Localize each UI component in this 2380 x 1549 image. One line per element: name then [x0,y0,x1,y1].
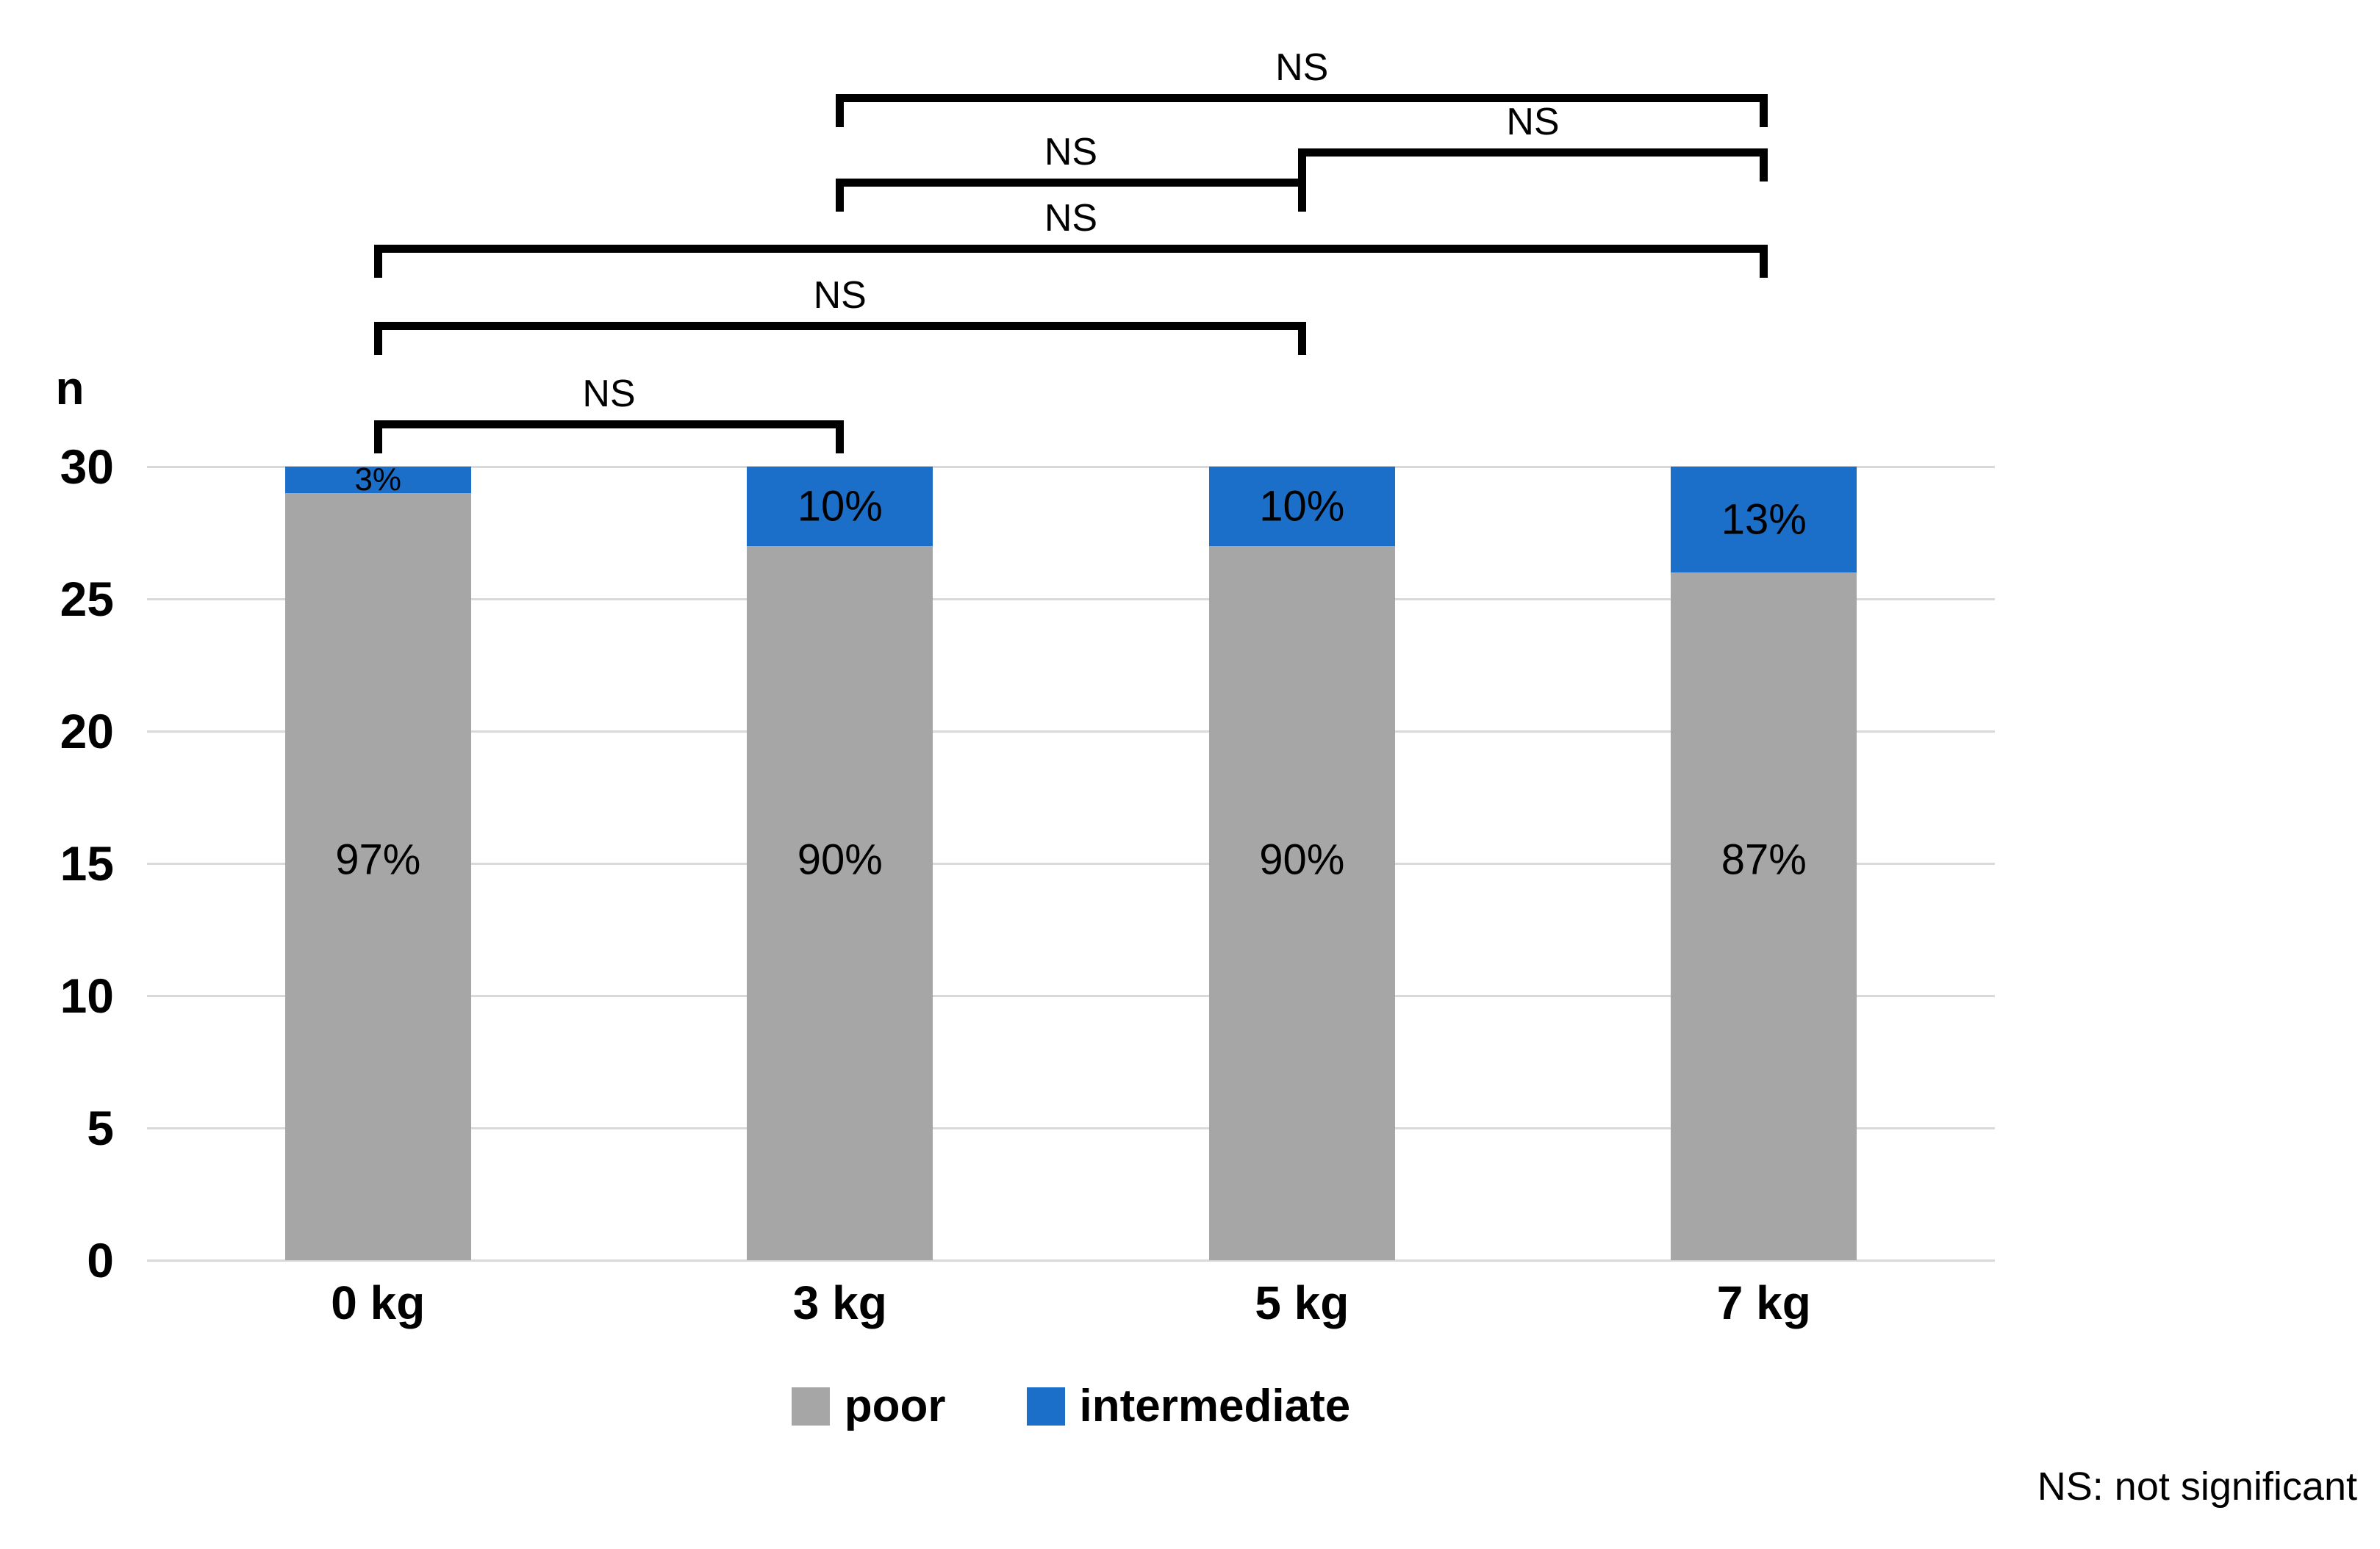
bracket-5kg-7kg [1297,148,1768,182]
bracket-label-5kg-7kg: NS [1506,101,1560,143]
gridline-n-25 [147,597,1995,600]
bracket-0kg-7kg [373,245,1768,278]
bracket-3kg-5kg [836,179,1306,212]
label-5kg-poor: 90% [1259,835,1345,884]
label-0kg-intermediate: 3% [354,461,402,497]
bracket-label-0kg-7kg: NS [1044,197,1098,240]
bar-5kg-poor [1208,546,1395,1260]
bracket-0kg-3kg [373,420,845,453]
label-0kg-poor: 97% [335,835,421,884]
x-tick-label-3kg: 3 kg [792,1276,887,1329]
label-3kg-poor: 90% [797,835,883,884]
legend: poor intermediate [147,1383,1995,1430]
y-tick-label-15: 15 [60,836,114,891]
bar-0kg-poor [284,493,471,1260]
y-tick-label-5: 5 [87,1101,114,1155]
gridline-n-0 [147,1259,1995,1262]
footnote: NS: not significant [2037,1464,2357,1509]
label-7kg-poor: 87% [1721,835,1807,884]
bracket-label-0kg-5kg: NS [813,274,867,317]
y-axis-title: n [55,362,85,414]
y-tick-label-10: 10 [60,968,114,1023]
bar-7kg-intermediate [1671,467,1857,572]
bracket-3kg-7kg [836,94,1768,127]
legend-label-intermediate: intermediate [1079,1381,1351,1431]
label-5kg-intermediate: 10% [1259,482,1345,531]
bracket-label-0kg-3kg: NS [582,373,636,415]
y-tick-label-20: 20 [60,704,114,758]
gridline-n-20 [147,730,1995,733]
x-tick-label-7kg: 7 kg [1716,1276,1811,1329]
gridline-n-5 [147,1126,1995,1129]
bracket-label-3kg-7kg: NS [1275,46,1329,89]
gridline-n-30 [147,465,1995,468]
bar-5kg-intermediate [1208,467,1395,546]
legend-item-intermediate: intermediate [1026,1381,1351,1431]
y-tick-label-30: 30 [60,439,114,494]
legend-label-poor: poor [844,1381,946,1431]
bar-3kg-intermediate [747,467,933,546]
legend-item-poor: poor [791,1381,946,1431]
bar-7kg-poor [1671,572,1857,1260]
x-tick-label-0kg: 0 kg [331,1276,426,1329]
y-tick-label-0: 0 [87,1233,114,1287]
gridline-n-10 [147,994,1995,997]
legend-swatch-poor [791,1387,830,1426]
y-tick-label-25: 25 [60,572,114,626]
bracket-0kg-5kg [373,322,1306,355]
bar-0kg-intermediate [284,467,471,493]
bracket-label-3kg-5kg: NS [1044,131,1098,173]
label-3kg-intermediate: 10% [797,482,883,531]
x-tick-label-5kg: 5 kg [1255,1276,1349,1329]
legend-swatch-intermediate [1026,1387,1065,1426]
bar-3kg-poor [747,546,933,1260]
gridline-n-15 [147,862,1995,865]
label-7kg-intermediate: 13% [1721,495,1807,544]
